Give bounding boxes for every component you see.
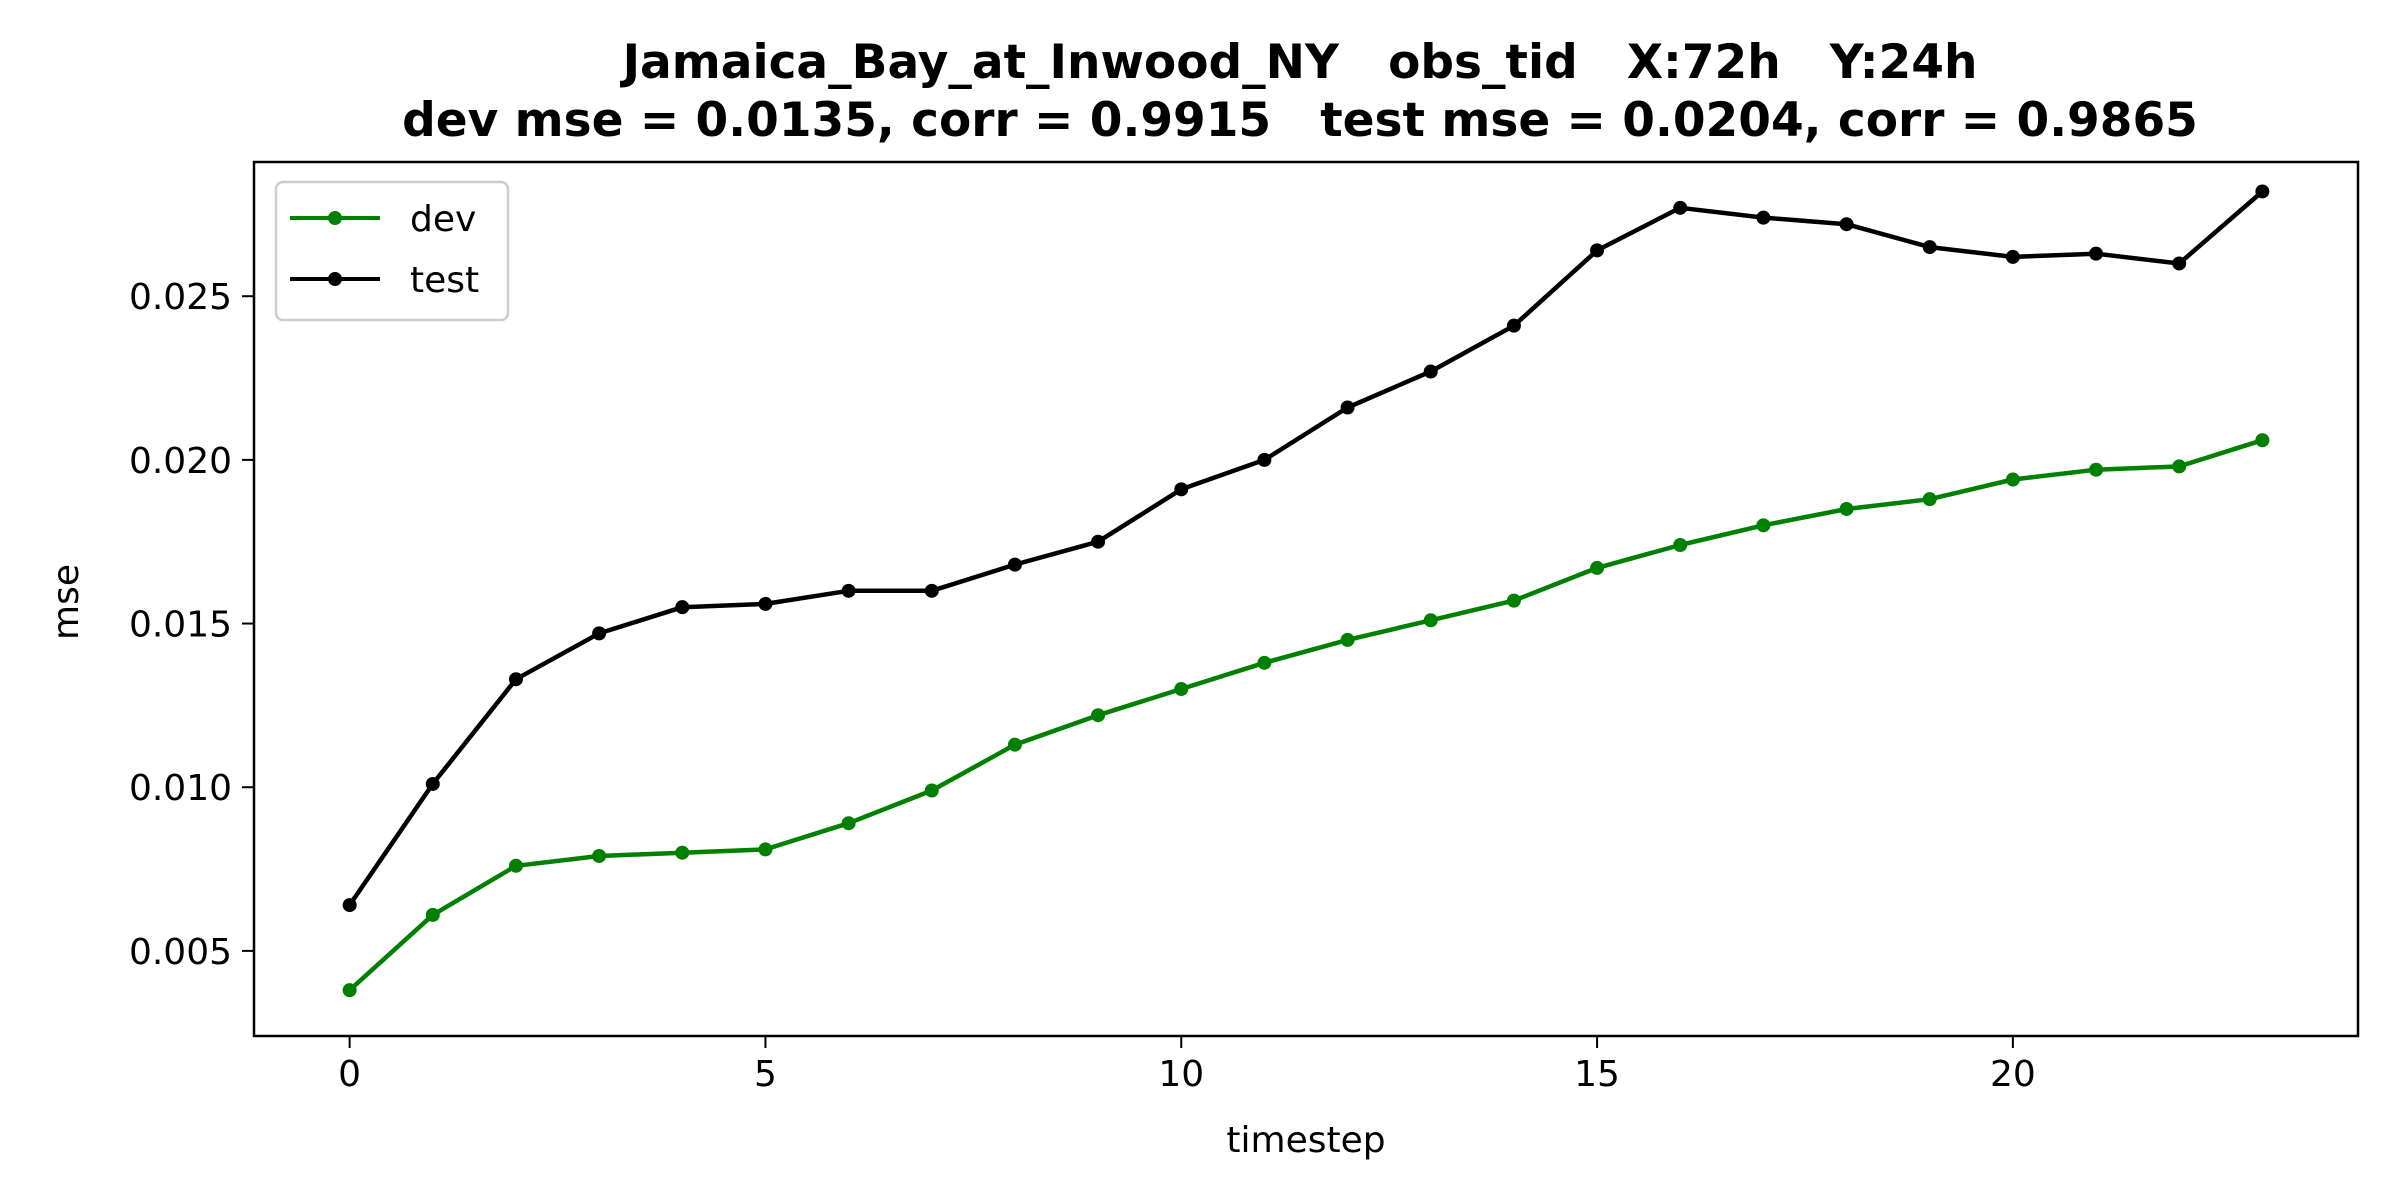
data-point-dev [1922,492,1937,507]
data-point-test [1257,452,1272,467]
x-tick-label: 20 [1990,1054,2036,1095]
data-point-dev [1091,708,1106,723]
data-point-dev [1756,518,1771,533]
data-point-test [1590,243,1605,258]
data-point-dev [1423,613,1438,628]
x-tick-label: 15 [1574,1054,1620,1095]
data-point-test [2089,246,2104,261]
chart-title: Jamaica_Bay_at_Inwood_NY obs_tid X:72h Y… [620,35,1978,90]
legend: dev test [274,180,510,322]
data-point-dev [1340,632,1355,647]
data-point-dev [758,842,773,857]
data-point-test [1174,482,1189,497]
data-point-dev [924,783,939,798]
data-point-test [342,898,357,913]
data-point-test [1091,534,1106,549]
data-point-test [758,596,773,611]
legend-label-test: test [410,260,479,301]
data-point-test [508,672,523,687]
data-point-test [675,600,690,615]
data-point-test [1340,400,1355,415]
data-point-dev [342,983,357,998]
data-point-dev [2255,433,2270,448]
series-line-test [347,189,2264,907]
data-point-dev [675,845,690,860]
data-point-test [1673,200,1688,215]
legend-item-test: test [290,260,479,301]
legend-marker-dev [328,211,342,225]
data-point-dev [508,858,523,873]
data-point-dev [1839,501,1854,516]
plot-area-frame [252,160,2360,1038]
data-point-test [1506,318,1521,333]
data-point-dev [1590,560,1605,575]
data-point-dev [1506,593,1521,608]
y-tick-label: 0.015 [129,605,232,646]
y-axis-label: mse [46,564,87,640]
x-tick-label: 0 [338,1054,361,1095]
legend-item-dev: dev [290,199,476,240]
x-axis-ticks: 0 5 10 15 20 [338,1036,2036,1095]
data-point-dev [425,907,440,922]
data-point-dev [841,816,856,831]
data-point-dev [2089,462,2104,477]
y-tick-label: 0.025 [129,277,232,318]
y-tick-label: 0.005 [129,932,232,973]
data-point-test [2172,256,2187,271]
data-point-test [1922,240,1937,255]
y-tick-label: 0.010 [129,768,232,809]
x-tick-label: 10 [1158,1054,1204,1095]
data-point-dev [2005,472,2020,487]
data-point-dev [1673,537,1688,552]
y-axis-ticks: 0.005 0.010 0.015 0.020 0.025 [129,277,254,973]
data-point-test [1007,557,1022,572]
data-point-test [1423,364,1438,379]
data-point-test [2255,184,2270,199]
series-test [342,184,2270,913]
data-point-test [425,776,440,791]
data-point-dev [592,848,607,863]
data-point-test [1756,210,1771,225]
chart-subtitle: dev mse = 0.0135, corr = 0.9915 test mse… [402,93,2198,148]
x-tick-label: 5 [754,1054,777,1095]
y-tick-label: 0.020 [129,441,232,482]
data-point-test [2005,249,2020,264]
series-layer [342,184,2270,998]
x-axis-label: timestep [1226,1120,1385,1161]
data-point-dev [1257,655,1272,670]
data-point-test [841,583,856,598]
data-point-dev [1007,737,1022,752]
legend-marker-test [328,272,342,286]
data-point-test [1839,217,1854,232]
data-point-test [924,583,939,598]
data-point-dev [1174,682,1189,697]
series-dev [342,433,2270,998]
legend-label-dev: dev [410,199,476,240]
data-point-dev [2172,459,2187,474]
data-point-test [592,626,607,641]
series-line-dev [348,438,2264,992]
